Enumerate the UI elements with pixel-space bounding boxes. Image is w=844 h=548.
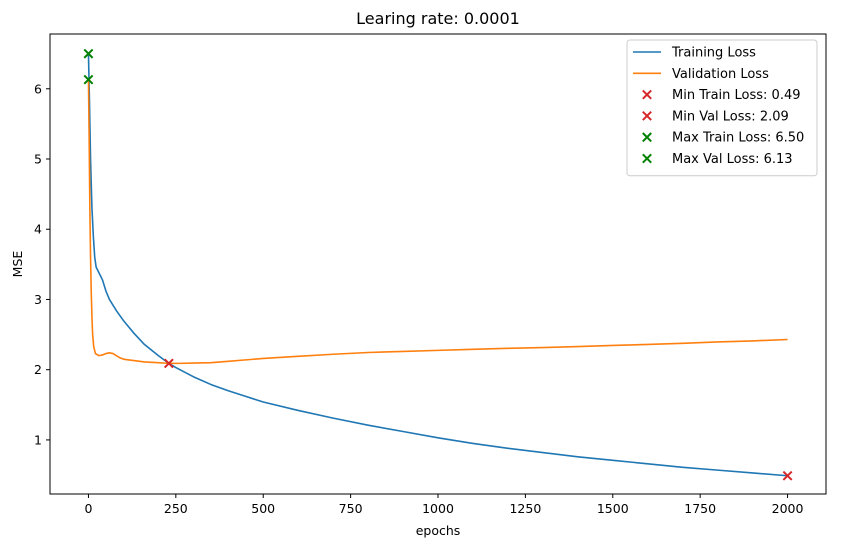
- x-axis-label: epochs: [416, 523, 461, 538]
- marker-max-val-loss: [83, 74, 94, 85]
- series-line-training-loss: [87, 53, 788, 477]
- legend-marker-swatch: [642, 110, 652, 121]
- y-tick-label: 2: [34, 362, 42, 377]
- x-tick-label: 0: [84, 501, 92, 516]
- marker-min-val-loss: [163, 358, 174, 369]
- legend-box: [626, 39, 818, 177]
- x-tick-label: 2000: [772, 501, 804, 516]
- y-tick-label: 4: [34, 222, 42, 237]
- series-line-validation-loss: [87, 79, 788, 365]
- x-tick-label: 750: [339, 501, 363, 516]
- x-tick-label: 500: [251, 501, 275, 516]
- x-tick-label: 1500: [597, 501, 629, 516]
- legend-label: Training Loss: [671, 46, 756, 61]
- y-tick-label: 5: [34, 152, 42, 167]
- legend-label: Min Val Loss: 2.09: [672, 109, 789, 124]
- y-axis-label: MSE: [10, 251, 25, 278]
- y-tick-label: 6: [34, 81, 42, 96]
- legend-marker-swatch: [642, 89, 652, 100]
- legend-marker-swatch: [642, 132, 652, 143]
- y-tick-label: 1: [34, 432, 42, 447]
- marker-min-train-loss: [782, 470, 793, 481]
- plot-area-frame: [49, 33, 827, 495]
- chart-title: Learing rate: 0.0001: [356, 9, 520, 28]
- x-tick-label: 1750: [684, 501, 716, 516]
- x-tick-label: 1250: [509, 501, 541, 516]
- marker-max-train-loss: [83, 48, 94, 59]
- legend-label: Max Train Loss: 6.50: [672, 131, 804, 146]
- legend-label: Max Val Loss: 6.13: [672, 152, 793, 167]
- y-tick-label: 3: [34, 292, 42, 307]
- x-tick-label: 1000: [422, 501, 454, 516]
- legend-label: Validation Loss: [672, 67, 769, 82]
- legend-marker-swatch: [642, 153, 652, 164]
- legend: Training Loss Validation Loss Min Train Lo…: [626, 39, 818, 177]
- legend-label: Min Train Loss: 0.49: [672, 88, 801, 103]
- x-tick-label: 250: [164, 501, 188, 516]
